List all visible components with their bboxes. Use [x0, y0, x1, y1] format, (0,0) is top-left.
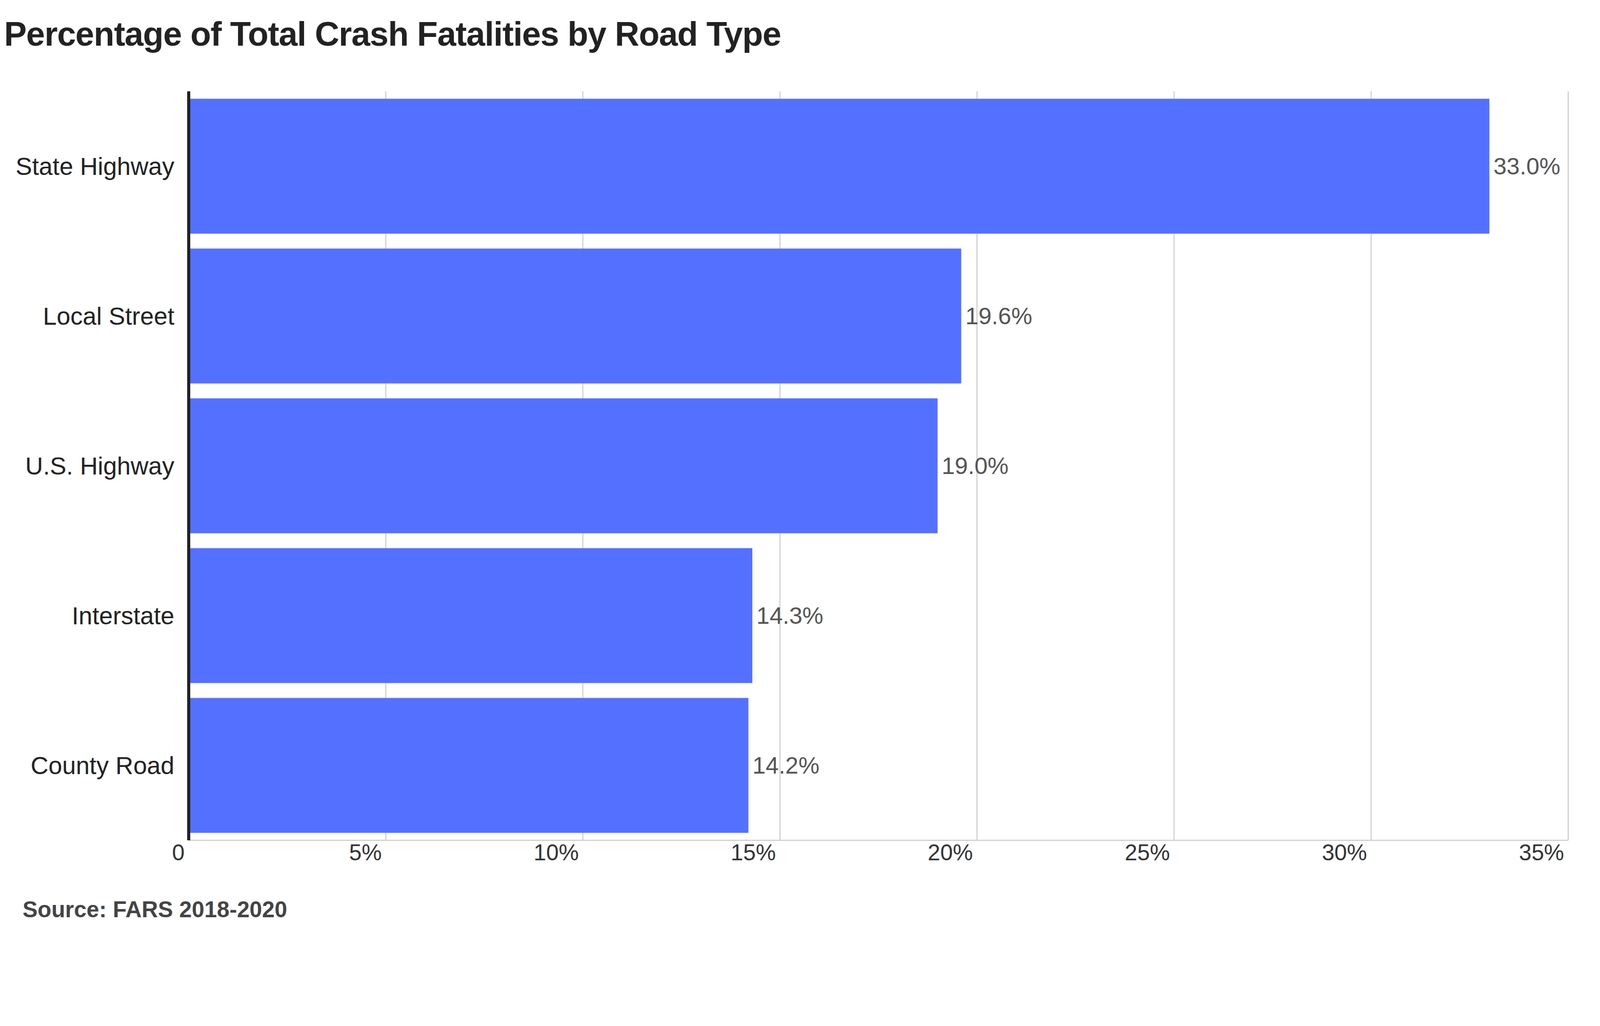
svg-text:U.S. Highway: U.S. Highway: [25, 452, 175, 480]
svg-text:30%: 30%: [1322, 839, 1368, 865]
svg-text:19.0%: 19.0%: [941, 452, 1009, 479]
svg-text:0: 0: [172, 839, 185, 865]
svg-text:State Highway: State Highway: [15, 152, 175, 180]
svg-text:5%: 5%: [349, 839, 383, 865]
svg-text:20%: 20%: [927, 839, 973, 865]
svg-text:County Road: County Road: [30, 751, 175, 779]
svg-text:14.2%: 14.2%: [752, 751, 819, 779]
svg-text:Interstate: Interstate: [71, 602, 175, 630]
svg-text:15%: 15%: [730, 839, 776, 865]
svg-text:19.6%: 19.6%: [965, 302, 1032, 330]
svg-text:10%: 10%: [533, 839, 579, 865]
svg-text:Local Street: Local Street: [43, 302, 175, 330]
svg-text:14.3%: 14.3%: [756, 602, 824, 629]
svg-text:25%: 25%: [1124, 839, 1170, 865]
svg-text:33.0%: 33.0%: [1493, 152, 1560, 180]
html-text:Percentage of Total Crash Fata: Percentage of Total Crash Fatalities by …: [4, 14, 781, 53]
html-text:Source: FARS 2018-2020: Source: FARS 2018-2020: [22, 896, 288, 922]
svg-text:35%: 35%: [1518, 839, 1565, 865]
